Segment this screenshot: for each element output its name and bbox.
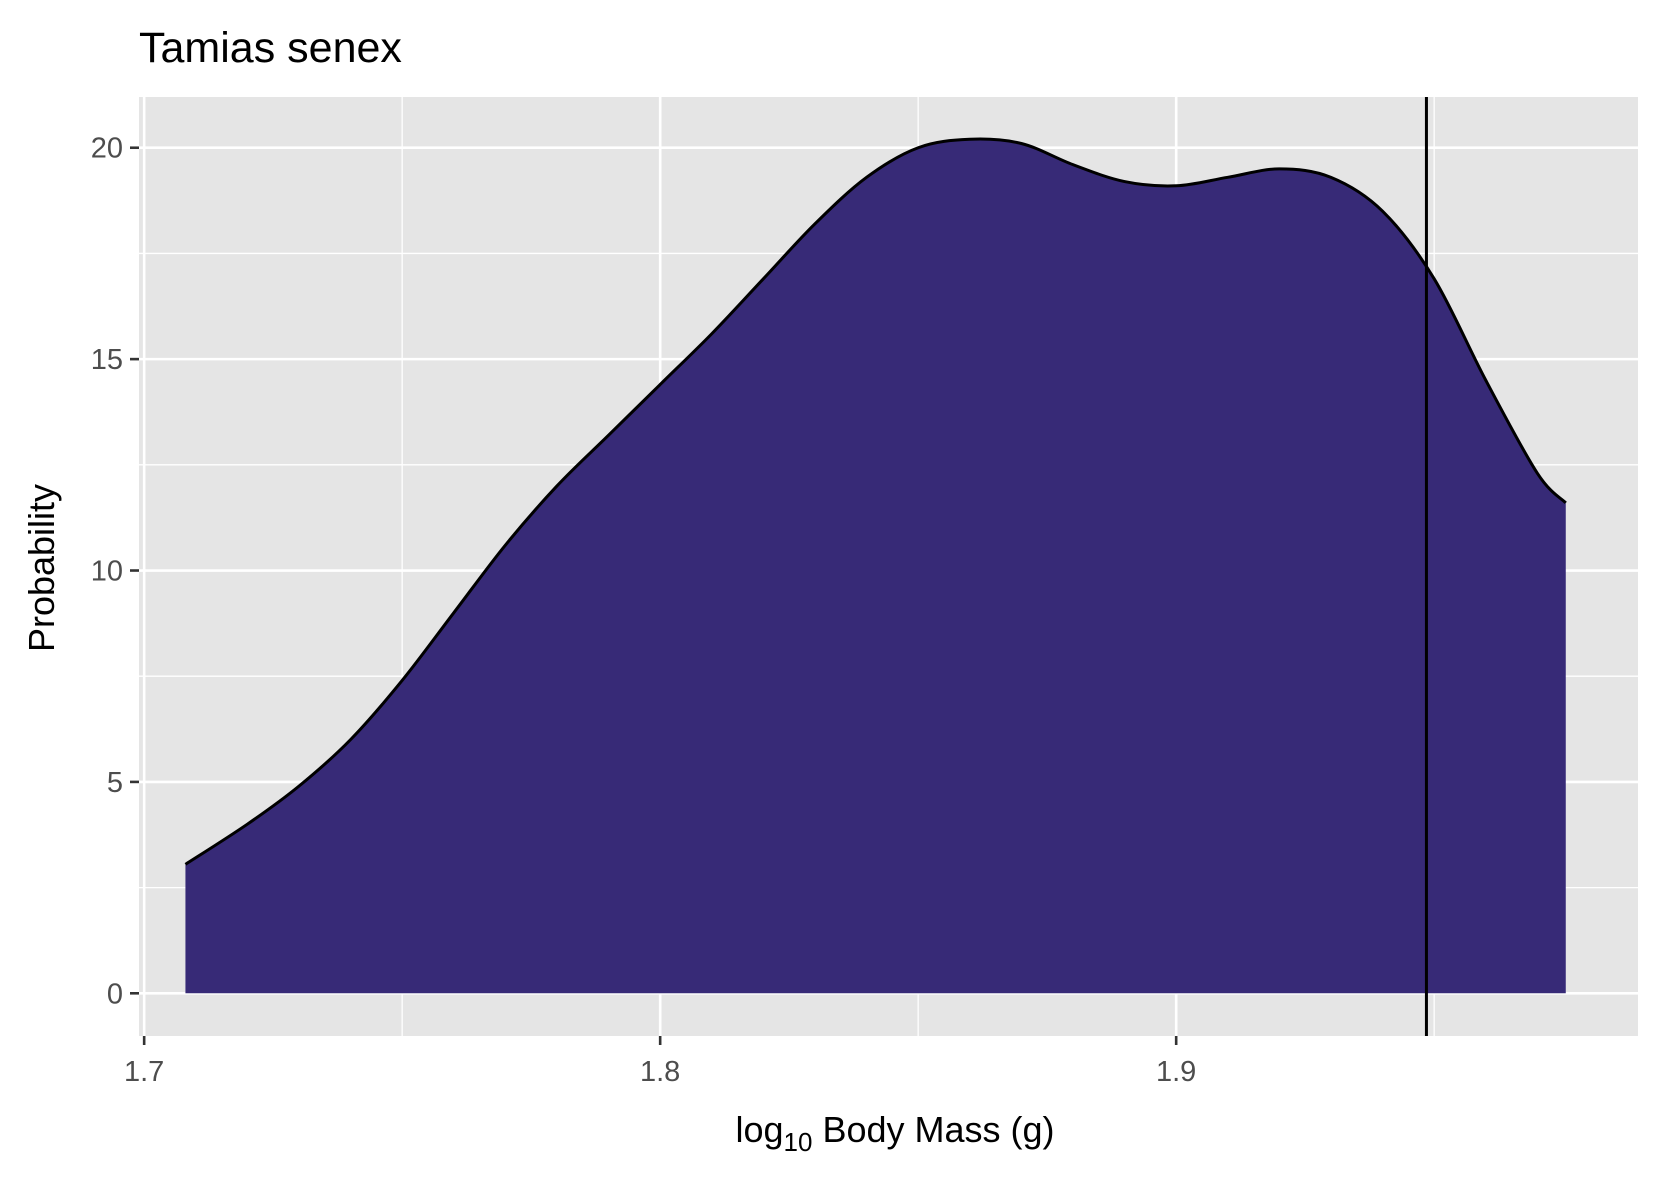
density-area <box>185 139 1566 994</box>
y-tick-label: 10 <box>91 556 123 588</box>
y-tick-label: 15 <box>91 344 123 376</box>
density-line <box>184 137 1567 866</box>
x-axis-label-suffix: Body Mass (g) <box>812 1109 1054 1150</box>
y-tick-label: 20 <box>91 133 123 165</box>
y-axis-label: Probability <box>21 484 62 652</box>
y-tick-label: 5 <box>107 767 123 799</box>
x-axis-label-prefix: log <box>735 1109 783 1150</box>
x-tick-label: 1.9 <box>1156 1056 1196 1088</box>
x-axis-label-subscript: 10 <box>784 1127 813 1157</box>
y-tick-label: 0 <box>107 978 123 1010</box>
chart-title: Tamias senex <box>139 24 402 72</box>
y-axis: 0 5 10 15 20 <box>91 133 139 1010</box>
x-tick-label: 1.7 <box>124 1056 164 1088</box>
x-tick-label: 1.8 <box>640 1056 680 1088</box>
x-axis-label: log10 Body Mass (g) <box>735 1109 1054 1157</box>
x-axis: 1.7 1.8 1.9 <box>124 1036 1196 1088</box>
